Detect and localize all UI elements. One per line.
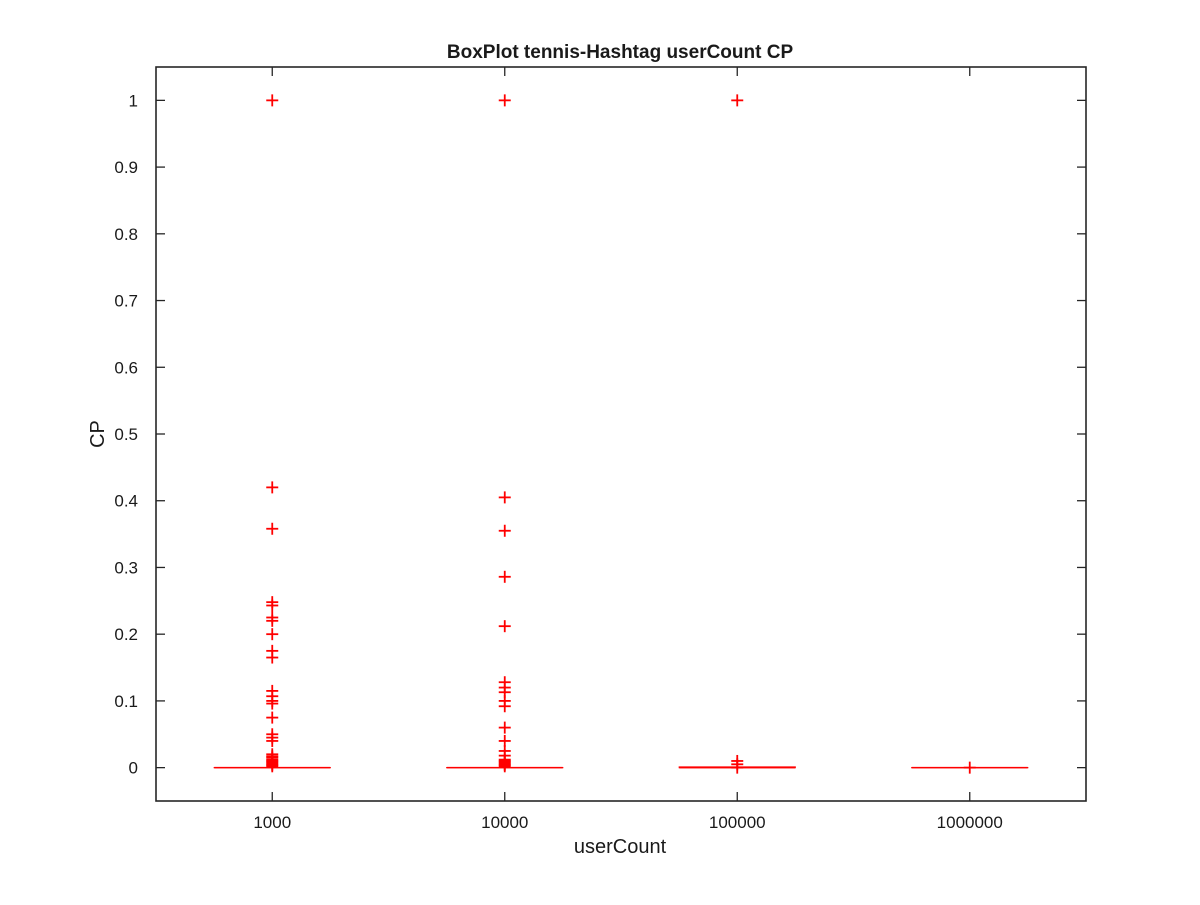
y-tick-label: 0.8	[114, 225, 138, 244]
y-tick-label: 0.3	[114, 558, 138, 577]
y-tick-label: 0	[129, 759, 138, 778]
outlier-marker	[266, 712, 278, 724]
y-axis-label: CP	[87, 420, 109, 448]
outlier-marker	[964, 762, 976, 774]
plot-area: 0 0.1 0.2 0.3 0.4 0.5 0.6 0.7 0.8 0.9 1 1000 10000 10…	[114, 67, 1086, 832]
outlier-marker	[266, 698, 278, 710]
y-tick-label: 0.9	[114, 158, 138, 177]
outlier-marker	[499, 525, 511, 537]
outlier-marker	[499, 571, 511, 583]
outlier-marker	[266, 628, 278, 640]
y-tick-label: 1	[129, 91, 138, 110]
outlier-marker	[266, 94, 278, 106]
y-tick-label: 0.6	[114, 358, 138, 377]
outlier-marker	[266, 481, 278, 493]
y-tick-label: 0.2	[114, 625, 138, 644]
outlier-marker	[499, 722, 511, 734]
plot-frame	[156, 67, 1086, 801]
y-tick-label: 0.4	[114, 492, 138, 511]
x-tick-label: 100000	[709, 813, 766, 832]
outlier-marker	[731, 94, 743, 106]
outlier-marker	[499, 620, 511, 632]
y-tick-label: 0.1	[114, 692, 138, 711]
outlier-marker	[266, 652, 278, 664]
x-tick-label: 1000	[253, 813, 291, 832]
x-tick-label: 10000	[481, 813, 528, 832]
x-tick-label: 1000000	[937, 813, 1003, 832]
outlier-marker	[499, 491, 511, 503]
y-tick-label: 0.5	[114, 425, 138, 444]
outlier-marker	[266, 523, 278, 535]
x-axis-label: userCount	[574, 836, 667, 858]
y-tick-label: 0.7	[114, 292, 138, 311]
outlier-marker	[499, 94, 511, 106]
outlier-marker	[499, 700, 511, 712]
chart-title: BoxPlot tennis-Hashtag userCount CP	[447, 42, 794, 63]
